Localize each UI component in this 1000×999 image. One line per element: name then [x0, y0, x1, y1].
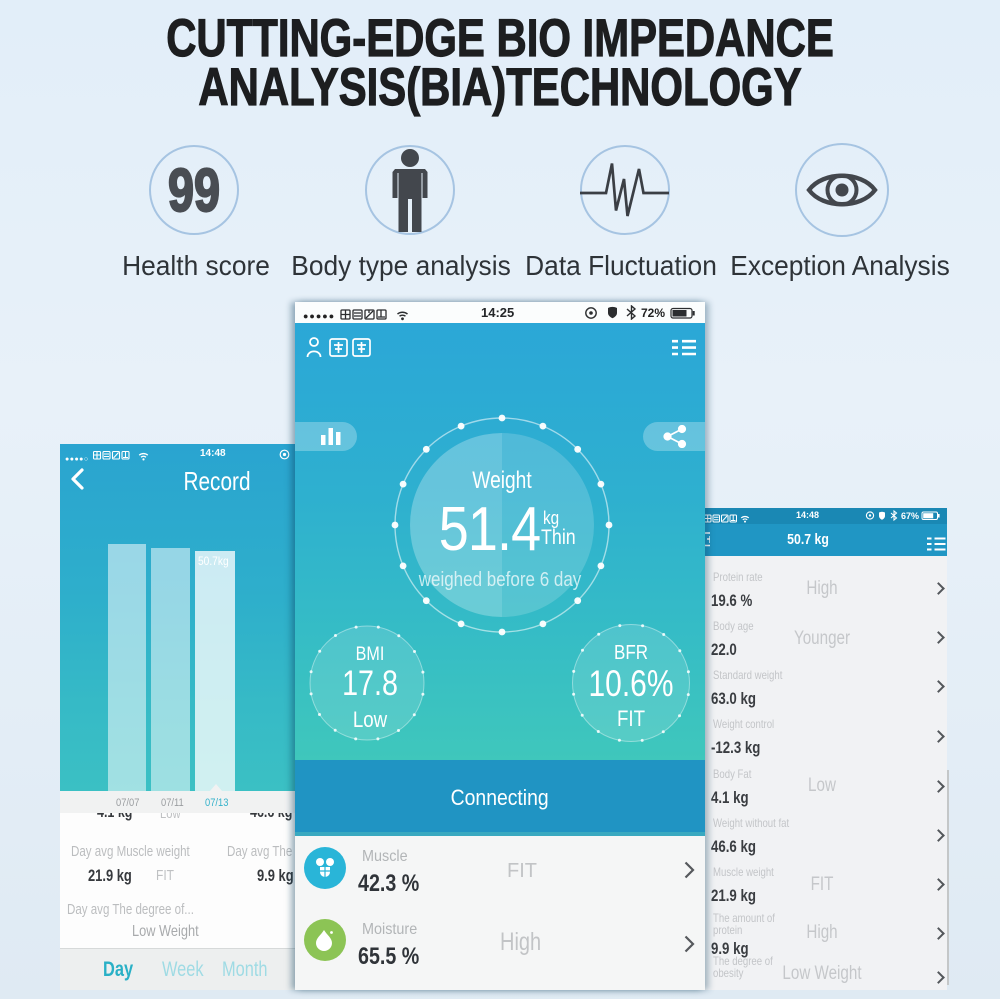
- svg-text:72%: 72%: [641, 306, 665, 320]
- svg-text:67%: 67%: [901, 511, 919, 521]
